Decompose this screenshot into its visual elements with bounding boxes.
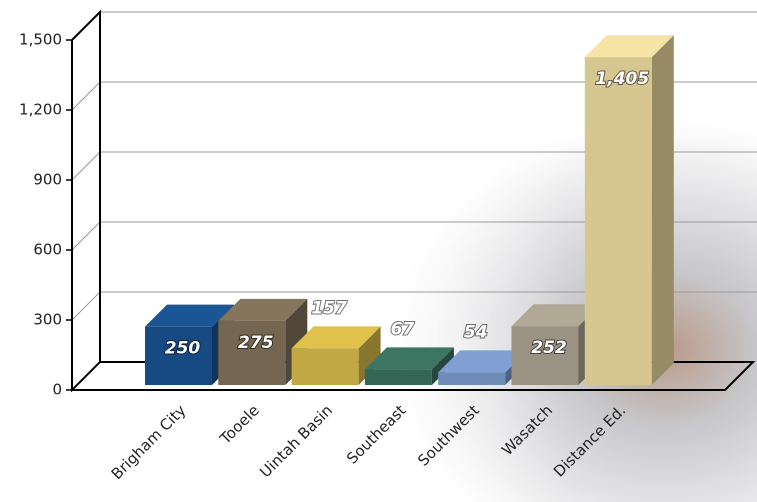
y-tick-label: 0 [52,381,62,399]
value-label: 157 [311,298,347,318]
y-tick-label: 300 [33,311,62,329]
y-tick-label: 1,500 [19,31,62,49]
y-tick-label: 900 [33,171,62,189]
bar-top [364,347,454,370]
bar-side [431,347,454,385]
value-label: 252 [531,338,567,358]
bar-top [145,304,234,327]
value-label: 54 [464,322,488,342]
bar-side [358,326,381,385]
bar-side [651,35,674,386]
value-label: 250 [165,339,201,359]
value-label: 1,405 [595,69,649,89]
bar [438,372,506,385]
bar-top [218,298,308,321]
bar [584,57,652,386]
grid-line [71,151,101,181]
bar [218,320,286,385]
bar [145,326,212,385]
y-tick-label: 600 [33,241,62,259]
bar-top [511,304,601,327]
bar-top [584,35,674,58]
grid-line [71,221,101,251]
bar-top [291,326,381,349]
bar [291,348,359,385]
grid-line [71,291,101,321]
bar [511,326,579,385]
value-label: 67 [391,319,415,339]
bar [364,369,432,385]
bar-top [438,350,528,373]
y-tick-label: 1,200 [19,101,62,119]
value-label: 275 [238,333,274,353]
grid-line [71,81,101,111]
